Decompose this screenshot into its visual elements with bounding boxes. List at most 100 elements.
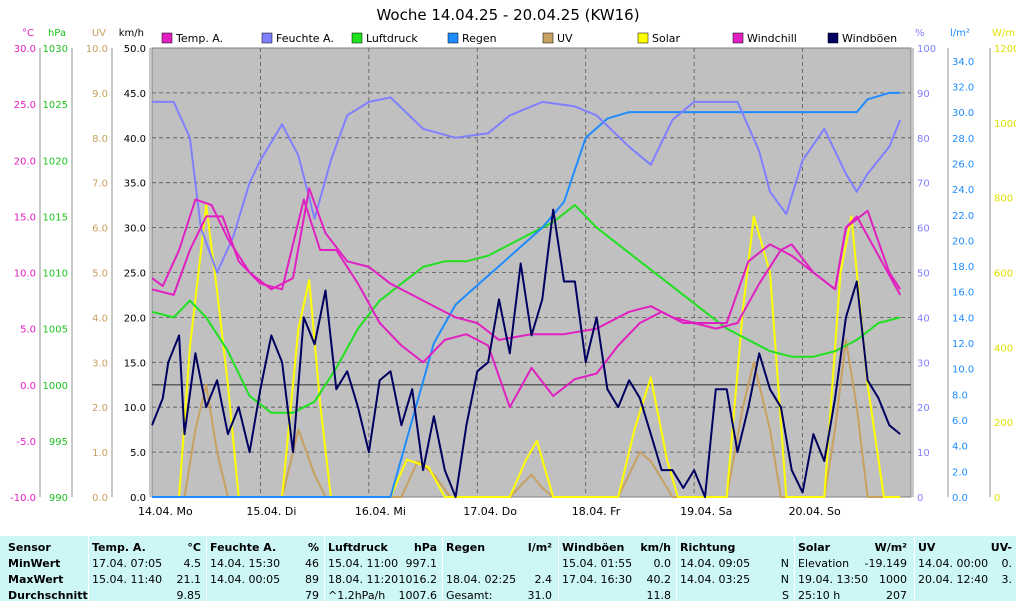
table-cell-value: 31.0 xyxy=(527,589,553,601)
left-axis-tick-1: 990 xyxy=(49,493,68,504)
table-divider xyxy=(324,536,325,601)
table-unit: km/h xyxy=(640,541,671,554)
series-line-windben xyxy=(151,208,901,498)
legend-label-feuchte: Feuchte A. xyxy=(276,32,334,45)
legend-swatch-windboeen xyxy=(827,32,839,44)
left-axis-tick-2: 4.0 xyxy=(92,313,108,324)
right-axis-tick-1: 10.0 xyxy=(952,365,974,376)
left-axis-tick-0: 20.0 xyxy=(14,156,36,167)
right-axis-tick-2: 1200 xyxy=(994,44,1016,55)
table-cell-value: 40.2 xyxy=(646,573,672,586)
table-cell-label: 18.04. 11:20 xyxy=(328,573,399,586)
right-axis-tick-1: 6.0 xyxy=(952,416,968,427)
right-axis-tick-1: 32.0 xyxy=(952,82,974,93)
left-axis-unit-3: km/h xyxy=(119,28,144,39)
left-axis-tick-2: 0.0 xyxy=(92,493,108,504)
right-axis-tick-1: 0.0 xyxy=(952,493,968,504)
left-axis-tick-2: 7.0 xyxy=(92,179,108,190)
table-cell-value: -19.149 xyxy=(864,557,907,570)
table-header: Regen xyxy=(446,541,486,554)
right-axis-tick-0: 30 xyxy=(917,358,930,369)
right-axis-tick-0: 20 xyxy=(917,403,930,414)
legend-label-uv: UV xyxy=(557,32,573,45)
table-header: Luftdruck xyxy=(328,541,388,554)
right-axis-tick-2: 200 xyxy=(994,418,1013,429)
table-cell-label: 14.04. 15:30 xyxy=(210,557,281,570)
left-axis-tick-3: 30.0 xyxy=(124,224,146,235)
table-cell-value: 11.8 xyxy=(646,589,672,601)
right-axis-tick-0: 40 xyxy=(917,313,930,324)
table-col-2: Luftdruck hPa 15.04. 11:00 997.1 18.04. 11:2… xyxy=(328,540,443,601)
left-axis-unit-2: UV xyxy=(92,28,106,39)
right-axis-tick-1: 16.0 xyxy=(952,288,974,299)
left-axis-tick-3: 25.0 xyxy=(124,269,146,280)
table-header: Windböen xyxy=(562,541,625,554)
right-axis-tick-1: 34.0 xyxy=(952,57,974,68)
table-divider xyxy=(558,536,559,601)
table-cell-label: ^1.2hPa/h xyxy=(328,589,386,601)
table-cell-label: 15.04. 11:40 xyxy=(92,573,163,586)
right-axis-tick-0: 100 xyxy=(917,44,936,55)
chart-title: Woche 14.04.25 - 20.04.25 (KW16) xyxy=(376,6,639,24)
right-axis-unit-0: % xyxy=(915,28,925,39)
table-cell-value: 1007.6 xyxy=(398,589,438,601)
left-axis-tick-2: 10.0 xyxy=(86,44,108,55)
table-cell-value: 79 xyxy=(305,589,319,601)
legend-swatch-temp xyxy=(161,32,173,44)
left-axis-tick-1: 1030 xyxy=(43,44,68,55)
table-cell-value: 46 xyxy=(305,557,319,570)
right-axis-tick-2: 600 xyxy=(994,269,1013,280)
table-cell-label: 18.04. 02:25 xyxy=(446,573,517,586)
left-axis-tick-2: 3.0 xyxy=(92,358,108,369)
table-unit: W/m² xyxy=(874,541,907,554)
x-day-label: 18.04. Fr xyxy=(572,505,621,518)
legend-swatch-uv xyxy=(542,32,554,44)
table-unit: °C xyxy=(187,541,201,554)
right-axis-tick-2: 0 xyxy=(994,493,1000,504)
stats-table: Sensor MinWert MaxWert Durchschnitt Temp… xyxy=(0,536,1016,601)
x-day-label: 19.04. Sa xyxy=(680,505,732,518)
left-axis-tick-0: 10.0 xyxy=(14,269,36,280)
table-header: UV xyxy=(918,541,936,554)
right-axis-unit-1: l/m² xyxy=(950,28,970,39)
table-unit: UV- xyxy=(990,541,1012,554)
right-axis-tick-2: 1000 xyxy=(994,119,1016,130)
left-axis-tick-3: 10.0 xyxy=(124,403,146,414)
right-axis-tick-0: 50 xyxy=(917,269,930,280)
table-header: Feuchte A. xyxy=(210,541,277,554)
left-axis-tick-3: 20.0 xyxy=(124,313,146,324)
table-cell-label: 17.04. 16:30 xyxy=(562,573,633,586)
table-unit: % xyxy=(307,541,319,554)
right-axis-tick-1: 22.0 xyxy=(952,211,974,222)
left-axis-tick-0: 25.0 xyxy=(14,100,36,111)
table-header: Solar xyxy=(798,541,831,554)
left-axis-tick-2: 6.0 xyxy=(92,224,108,235)
left-axis-tick-2: 8.0 xyxy=(92,134,108,145)
table-cell-value: 0.0 xyxy=(653,557,672,570)
left-axis-tick-3: 35.0 xyxy=(124,179,146,190)
legend-swatch-luftdruck xyxy=(351,32,363,44)
left-axis-tick-1: 1005 xyxy=(43,325,68,336)
left-axis-tick-0: 30.0 xyxy=(14,44,36,55)
legend-label-regen: Regen xyxy=(462,32,497,45)
table-cell-label: 14.04. 00:05 xyxy=(210,573,281,586)
table-col-3: Regen l/m² 18.04. 02:25 2.4 Gesamt: 31.0 xyxy=(446,540,558,601)
legend-swatch-solar xyxy=(637,32,649,44)
right-axis-tick-1: 20.0 xyxy=(952,236,974,247)
left-axis-tick-0: -5.0 xyxy=(16,437,36,448)
table-cell-value: 997.1 xyxy=(405,557,438,570)
table-cell-value: 1000 xyxy=(879,573,907,586)
left-axis-tick-1: 1010 xyxy=(43,269,68,280)
x-day-label: 14.04. Mo xyxy=(138,505,193,518)
table-cell-value: 207 xyxy=(886,589,907,601)
row-label-sensor: Sensor xyxy=(8,541,51,554)
table-cell-label: Gesamt: xyxy=(446,589,493,601)
row-labels: Sensor MinWert MaxWert Durchschnitt xyxy=(8,540,88,601)
left-axis-tick-3: 0.0 xyxy=(130,493,146,504)
left-axis-tick-1: 1025 xyxy=(43,100,68,111)
table-cell-value: N xyxy=(780,557,789,570)
row-label-avg: Durchschnitt xyxy=(8,589,88,601)
left-axis-tick-3: 5.0 xyxy=(130,448,146,459)
table-col-6: Solar W/m² Elevation -19.149 19.04. 13:50 100… xyxy=(798,540,913,601)
x-day-label: 17.04. Do xyxy=(463,505,517,518)
